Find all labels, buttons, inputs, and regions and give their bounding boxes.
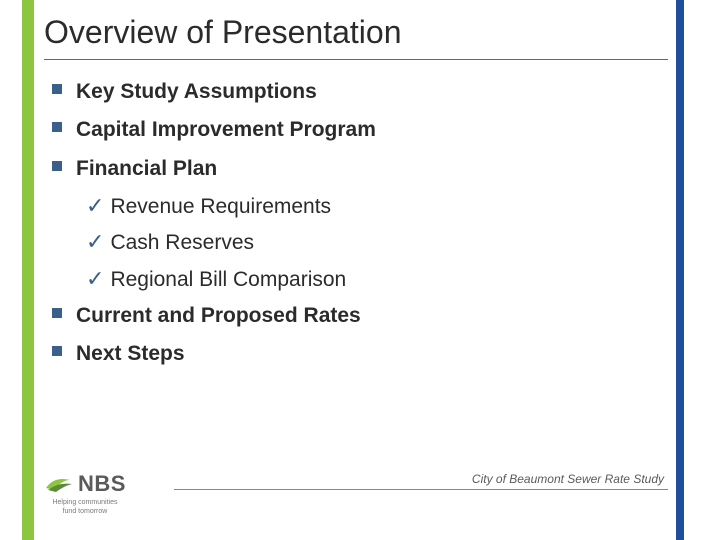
check-icon: ✓ — [86, 193, 104, 219]
sub-bullet-item: ✓ Revenue Requirements — [86, 193, 660, 221]
footer-caption: City of Beaumont Sewer Rate Study — [472, 472, 664, 486]
sub-bullet-label: Revenue Requirements — [110, 193, 331, 221]
square-bullet-icon — [52, 346, 62, 356]
bullet-item: Financial Plan — [52, 155, 660, 183]
square-bullet-icon — [52, 84, 62, 94]
title-area: Overview of Presentation — [44, 14, 668, 60]
logo-main: NBS — [44, 471, 126, 497]
check-icon: ✓ — [86, 229, 104, 255]
logo-tagline: Helping communities fund tomorrow — [52, 499, 117, 516]
bullet-label: Capital Improvement Program — [76, 116, 376, 144]
logo-swoosh-icon — [44, 472, 74, 496]
bullet-label: Current and Proposed Rates — [76, 302, 361, 330]
footer: NBS Helping communities fund tomorrow Ci… — [44, 462, 668, 522]
left-accent-bar — [22, 0, 34, 540]
sub-bullet-item: ✓ Regional Bill Comparison — [86, 266, 660, 294]
square-bullet-icon — [52, 308, 62, 318]
square-bullet-icon — [52, 161, 62, 171]
bullet-item: Next Steps — [52, 340, 660, 368]
bullet-item: Capital Improvement Program — [52, 116, 660, 144]
title-underline — [44, 59, 668, 60]
logo-tagline-line1: Helping communities — [52, 499, 117, 506]
footer-divider — [174, 489, 668, 490]
body-area: Key Study Assumptions Capital Improvemen… — [52, 78, 660, 379]
logo-tagline-line2: fund tomorrow — [63, 508, 108, 515]
bullet-label: Next Steps — [76, 340, 185, 368]
sub-bullet-item: ✓ Cash Reserves — [86, 229, 660, 257]
sub-bullet-label: Cash Reserves — [110, 229, 254, 257]
bullet-item: Key Study Assumptions — [52, 78, 660, 106]
logo: NBS Helping communities fund tomorrow — [44, 471, 126, 516]
slide-title: Overview of Presentation — [44, 14, 668, 57]
sub-bullet-label: Regional Bill Comparison — [110, 266, 346, 294]
slide: Overview of Presentation Key Study Assum… — [0, 0, 720, 540]
check-icon: ✓ — [86, 266, 104, 292]
bullet-item: Current and Proposed Rates — [52, 302, 660, 330]
logo-letters: NBS — [78, 471, 126, 497]
bullet-label: Key Study Assumptions — [76, 78, 317, 106]
square-bullet-icon — [52, 122, 62, 132]
right-accent-bar — [676, 0, 684, 540]
bullet-label: Financial Plan — [76, 155, 217, 183]
